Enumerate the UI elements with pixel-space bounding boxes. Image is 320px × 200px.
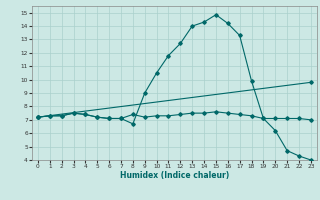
X-axis label: Humidex (Indice chaleur): Humidex (Indice chaleur): [120, 171, 229, 180]
